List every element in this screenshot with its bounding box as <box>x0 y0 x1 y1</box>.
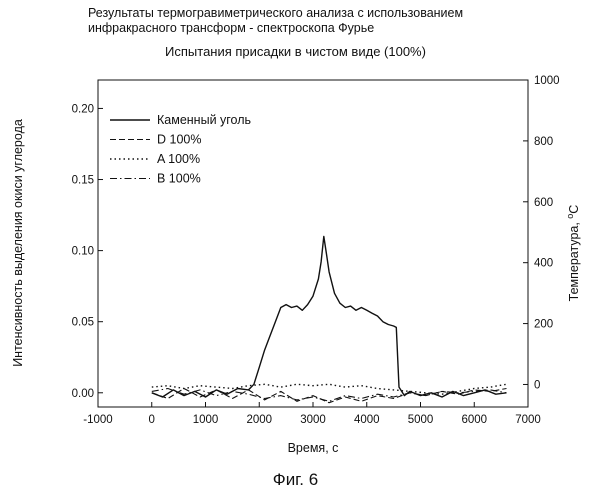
y-tick-label: 0.05 <box>72 317 94 329</box>
x-tick-label: 0 <box>149 414 155 426</box>
y-tick-label: 0.10 <box>72 246 94 258</box>
legend-label: Каменный уголь <box>157 113 251 127</box>
y2-tick-label: 200 <box>534 319 553 331</box>
x-tick-label: 4000 <box>354 414 380 426</box>
y2-tick-label: 400 <box>534 258 553 270</box>
y2-tick-label: 600 <box>534 197 553 209</box>
y2-tick-label: 800 <box>534 136 553 148</box>
x-tick-label: -1000 <box>83 414 112 426</box>
header-line-2: инфракрасного трансформ - спектроскопа Ф… <box>88 21 375 35</box>
header-line-1: Результаты термогравиметрического анализ… <box>88 6 464 20</box>
series-line-1 <box>151 235 507 398</box>
x-tick-label: 2000 <box>246 414 272 426</box>
y-tick-label: 0.00 <box>72 388 94 400</box>
legend-label: D 100% <box>157 133 201 147</box>
legend-label: A 100% <box>157 152 200 166</box>
x-tick-label: 6000 <box>461 414 487 426</box>
y-tick-label: 0.20 <box>72 103 94 115</box>
y-tick-label: 0.15 <box>72 175 94 187</box>
x-axis-label: Время, с <box>288 441 339 455</box>
series-line-3 <box>151 383 507 395</box>
y2-tick-label: 1000 <box>534 75 560 87</box>
x-tick-label: 5000 <box>408 414 434 426</box>
y-axis-ticks: 0.00 0.05 0.10 0.15 0.20 <box>72 103 103 400</box>
legend: Каменный уголь D 100% A 100% B 100% <box>110 113 251 186</box>
plot-frame <box>97 79 529 408</box>
figure-caption: Фиг. 6 <box>272 470 319 489</box>
series-line-4 <box>151 387 507 402</box>
series-line-2 <box>151 387 507 404</box>
series-group <box>151 235 507 404</box>
y2-tick-label: 0 <box>534 379 540 391</box>
x-axis-ticks: -1000 0 1000 2000 3000 4000 5000 6000 7000 <box>83 402 541 426</box>
x-tick-label: 1000 <box>193 414 219 426</box>
chart-title: Испытания присадки в чистом виде (100%) <box>165 44 426 59</box>
legend-label: B 100% <box>157 172 201 186</box>
y2-axis-label: Температура, oC <box>565 205 581 302</box>
x-tick-label: 7000 <box>515 414 541 426</box>
y-axis-label: Интенсивность выделения окиси углерода <box>11 119 25 367</box>
y2-axis-ticks: 0 200 400 600 800 1000 <box>523 75 560 391</box>
chart-header: Результаты термогравиметрического анализ… <box>88 6 463 36</box>
x-tick-label: 3000 <box>300 414 326 426</box>
